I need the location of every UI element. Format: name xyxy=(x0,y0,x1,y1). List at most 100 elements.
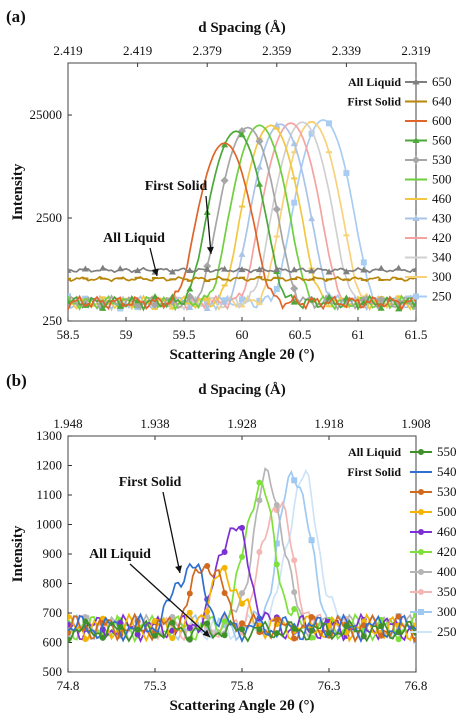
data-point xyxy=(186,285,194,292)
data-point xyxy=(291,557,298,564)
y-tick-label: 500 xyxy=(43,664,63,679)
series-420 xyxy=(68,122,416,312)
legend-header: First Solid xyxy=(347,95,401,109)
data-point xyxy=(221,618,228,625)
data-point xyxy=(239,590,245,597)
legend-marker xyxy=(412,156,420,164)
legend-marker xyxy=(418,549,424,555)
data-point xyxy=(272,205,281,214)
data-point xyxy=(239,626,245,633)
data-point xyxy=(273,265,281,272)
series-250 xyxy=(68,119,416,312)
top-tick-label: 2.419 xyxy=(53,43,82,58)
data-point xyxy=(273,630,280,637)
data-point xyxy=(116,302,124,309)
data-point xyxy=(395,613,402,620)
data-point xyxy=(99,304,107,311)
x-tick-label: 76.3 xyxy=(318,678,341,693)
data-point xyxy=(68,629,71,636)
data-point xyxy=(239,553,245,560)
chart-panel-2: (b) d Spacing (Å) 1.948 1.938 1.928 1.918 1.90… xyxy=(6,371,457,714)
data-point xyxy=(82,618,89,625)
data-point xyxy=(308,613,315,620)
legend-label-650: 650 xyxy=(432,74,452,89)
legend-label-500: 500 xyxy=(432,172,452,187)
data-point xyxy=(204,608,211,615)
data-point xyxy=(395,305,403,312)
y-tick-label: 700 xyxy=(43,605,63,620)
data-point xyxy=(360,633,367,640)
data-point xyxy=(255,266,263,273)
data-point xyxy=(116,265,124,272)
data-point xyxy=(99,634,106,641)
data-point xyxy=(82,614,89,621)
legend-marker xyxy=(418,569,424,575)
data-point xyxy=(413,636,416,643)
data-point xyxy=(238,250,246,257)
annotation-arrow xyxy=(205,195,212,255)
x-axis-title: Scattering Angle 2θ (°) xyxy=(169,347,314,363)
data-point xyxy=(186,590,193,597)
data-point xyxy=(151,293,159,300)
series-500 xyxy=(68,124,416,312)
data-point xyxy=(290,266,298,273)
series-line-600 xyxy=(68,142,416,312)
series-430 xyxy=(68,121,416,312)
y-axis-title: Intensity xyxy=(10,525,26,582)
x-tick-label: 60.5 xyxy=(289,327,312,342)
data-point xyxy=(325,293,333,300)
legend-marker xyxy=(412,78,420,85)
annotation: All Liquid xyxy=(89,547,151,562)
x-tick-label: 60 xyxy=(236,327,249,342)
x-tick-label: 59 xyxy=(120,327,133,342)
data-point xyxy=(378,632,385,639)
data-point xyxy=(326,120,332,127)
data-point xyxy=(413,630,416,637)
legend-label-460: 460 xyxy=(437,524,457,539)
data-point xyxy=(377,304,385,311)
data-point xyxy=(413,612,416,619)
y-tick-label: 1300 xyxy=(36,428,62,443)
data-point xyxy=(152,632,158,639)
data-point xyxy=(291,635,298,642)
top-tick-label: 2.419 xyxy=(123,43,152,58)
legend-label-640: 640 xyxy=(432,94,452,109)
series-line-420 xyxy=(68,122,416,312)
chart-panel-1: (a) d Spacing (Å) 2.419 2.419 2.379 2.359 2.33… xyxy=(6,7,452,363)
series-area xyxy=(68,119,416,312)
top-axis-title: d Spacing (Å) xyxy=(198,382,286,398)
legend-label-300: 300 xyxy=(437,604,457,619)
data-point xyxy=(221,141,229,148)
annotation-arrow xyxy=(129,563,211,638)
legend-header: All Liquid xyxy=(348,75,401,89)
data-point xyxy=(377,264,385,271)
legend-label-250: 250 xyxy=(437,624,457,639)
data-point xyxy=(239,620,245,627)
data-point xyxy=(68,613,71,620)
data-point xyxy=(290,284,299,293)
y-tick-label: 250 xyxy=(43,313,63,328)
data-point xyxy=(81,301,89,308)
annotation: First Solid xyxy=(119,475,182,490)
top-tick-label: 2.379 xyxy=(193,43,222,58)
data-point xyxy=(117,619,124,626)
top-tick-label: 2.319 xyxy=(401,43,430,58)
legend-header: All Liquid xyxy=(348,445,401,459)
data-point xyxy=(204,562,211,569)
series-530 xyxy=(68,126,416,312)
series-line-500 xyxy=(68,124,416,312)
data-point xyxy=(204,620,211,627)
data-point xyxy=(220,176,229,185)
legend-marker xyxy=(418,509,424,515)
top-tick-label: 1.928 xyxy=(227,416,256,431)
arrow-head xyxy=(175,565,182,573)
data-point xyxy=(360,259,367,266)
data-point xyxy=(186,636,193,643)
data-point xyxy=(291,606,298,613)
data-point xyxy=(99,264,107,271)
data-point xyxy=(256,479,263,486)
data-point xyxy=(186,609,193,616)
x-tick-label: 74.8 xyxy=(57,678,80,693)
data-point xyxy=(412,300,416,307)
y-tick-label: 2500 xyxy=(36,210,62,225)
